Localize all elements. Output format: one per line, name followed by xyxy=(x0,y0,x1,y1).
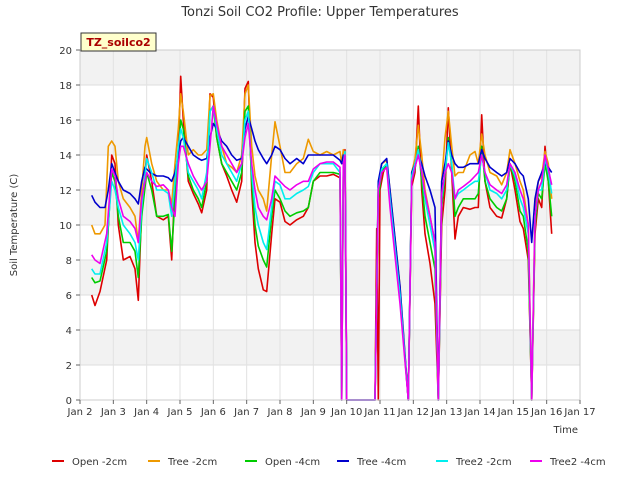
background-band xyxy=(80,85,580,120)
x-tick-label: Jan 17 xyxy=(563,407,595,418)
y-tick-label: 4 xyxy=(66,326,72,337)
series-layer xyxy=(90,75,553,401)
x-tick-label: Jan 5 xyxy=(167,407,193,418)
y-tick-label: 20 xyxy=(59,46,72,57)
x-axis-label: Time xyxy=(553,425,578,436)
legend-item: Tree2 -4cm xyxy=(530,457,606,468)
background-band xyxy=(80,365,580,400)
x-tick-label: Jan 14 xyxy=(463,407,495,418)
legend: Open -2cm Tree -2cm Open -4cm Tree -4cm Tree… xyxy=(52,457,606,468)
background-band xyxy=(80,120,580,155)
y-tick-label: 2 xyxy=(66,361,72,372)
background-band xyxy=(80,50,580,85)
chart-title: Tonzi Soil CO2 Profile: Upper Temperatur… xyxy=(180,5,459,20)
y-tick-label: 16 xyxy=(59,116,72,127)
x-tick-label: Jan 10 xyxy=(330,407,362,418)
y-tick-label: 6 xyxy=(66,291,72,302)
legend-label: Tree2 -4cm xyxy=(549,457,606,468)
x-tick-label: Jan 7 xyxy=(233,407,259,418)
x-tick-label: Jan 15 xyxy=(497,407,529,418)
y-axis-label: Soil Temperature (C) xyxy=(9,174,20,277)
background-band xyxy=(80,330,580,365)
x-tick-label: Jan 4 xyxy=(133,407,159,418)
x-tick-label: Jan 16 xyxy=(530,407,562,418)
y-tick-label: 14 xyxy=(59,151,72,162)
x-tick-label: Jan 3 xyxy=(100,407,126,418)
station-label-box: TZ_soilco2 xyxy=(80,32,157,52)
legend-label: Tree -2cm xyxy=(167,457,217,468)
legend-label: Open -2cm xyxy=(72,457,127,468)
legend-item: Tree -2cm xyxy=(148,457,217,468)
y-tick-label: 8 xyxy=(66,256,72,267)
x-axis-ticks: Jan 2 Jan 3 Jan 4 Jan 5 Jan 6 Jan 7 Jan 8 Jan 9… xyxy=(67,400,596,418)
x-tick-label: Jan 9 xyxy=(300,407,326,418)
background-band xyxy=(80,295,580,330)
y-tick-label: 12 xyxy=(59,186,72,197)
legend-label: Tree -4cm xyxy=(356,457,406,468)
x-tick-label: Jan 8 xyxy=(267,407,293,418)
series-line-tree-4cm xyxy=(90,115,553,401)
legend-label: Open -4cm xyxy=(265,457,320,468)
x-tick-label: Jan 11 xyxy=(363,407,395,418)
y-tick-label: 10 xyxy=(59,221,72,232)
station-label: TZ_soilco2 xyxy=(86,36,150,49)
y-tick-label: 18 xyxy=(59,81,72,92)
legend-item: Tree2 -2cm xyxy=(436,457,512,468)
legend-item: Tree -4cm xyxy=(337,457,406,468)
x-tick-label: Jan 12 xyxy=(397,407,429,418)
background-band xyxy=(80,260,580,295)
x-tick-label: Jan 2 xyxy=(67,407,93,418)
x-tick-label: Jan 13 xyxy=(430,407,462,418)
y-axis-ticks: 0 2 4 6 8 10 12 14 16 18 20 xyxy=(59,46,80,407)
legend-item: Open -4cm xyxy=(245,457,320,468)
legend-item: Open -2cm xyxy=(52,457,127,468)
y-tick-label: 0 xyxy=(66,396,72,407)
x-tick-label: Jan 6 xyxy=(200,407,226,418)
background-band xyxy=(80,225,580,260)
series-line-tree2-4cm xyxy=(91,105,553,401)
legend-label: Tree2 -2cm xyxy=(455,457,512,468)
